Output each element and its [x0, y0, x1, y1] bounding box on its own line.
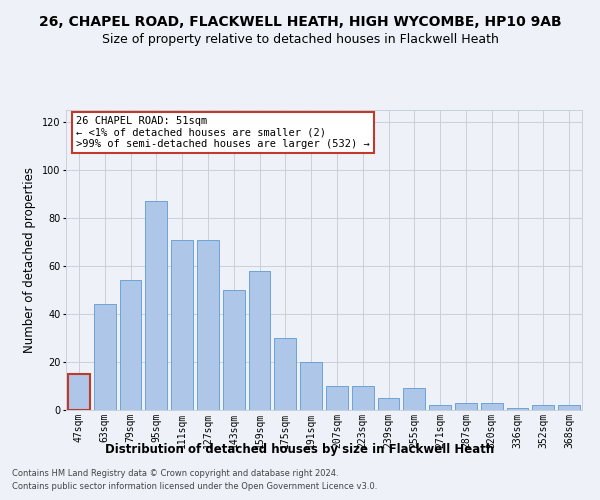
Bar — [171, 240, 193, 410]
Bar — [68, 374, 90, 410]
Bar — [197, 240, 219, 410]
Bar — [326, 386, 348, 410]
Y-axis label: Number of detached properties: Number of detached properties — [23, 167, 37, 353]
Bar — [429, 405, 451, 410]
Bar — [223, 290, 245, 410]
Bar — [403, 388, 425, 410]
Bar — [506, 408, 529, 410]
Bar — [352, 386, 374, 410]
Text: Contains HM Land Registry data © Crown copyright and database right 2024.: Contains HM Land Registry data © Crown c… — [12, 468, 338, 477]
Bar — [94, 304, 116, 410]
Bar — [532, 405, 554, 410]
Bar — [274, 338, 296, 410]
Bar — [377, 398, 400, 410]
Bar — [300, 362, 322, 410]
Bar — [248, 271, 271, 410]
Text: 26, CHAPEL ROAD, FLACKWELL HEATH, HIGH WYCOMBE, HP10 9AB: 26, CHAPEL ROAD, FLACKWELL HEATH, HIGH W… — [38, 15, 562, 29]
Text: Size of property relative to detached houses in Flackwell Heath: Size of property relative to detached ho… — [101, 32, 499, 46]
Text: 26 CHAPEL ROAD: 51sqm
← <1% of detached houses are smaller (2)
>99% of semi-deta: 26 CHAPEL ROAD: 51sqm ← <1% of detached … — [76, 116, 370, 149]
Bar — [119, 280, 142, 410]
Bar — [558, 405, 580, 410]
Bar — [145, 201, 167, 410]
Text: Distribution of detached houses by size in Flackwell Heath: Distribution of detached houses by size … — [106, 442, 494, 456]
Bar — [481, 403, 503, 410]
Text: Contains public sector information licensed under the Open Government Licence v3: Contains public sector information licen… — [12, 482, 377, 491]
Bar — [455, 403, 477, 410]
